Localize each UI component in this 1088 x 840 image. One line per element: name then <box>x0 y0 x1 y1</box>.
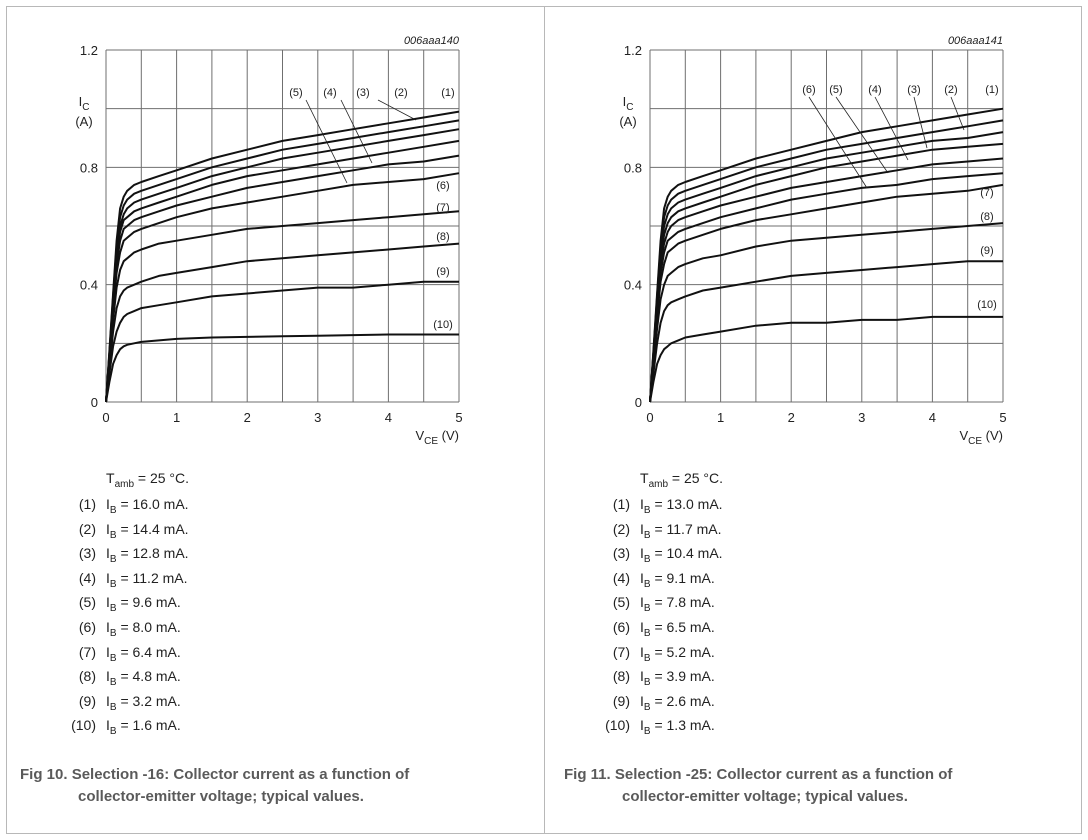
legend-list: (1) IB = 16.0 mA. (2) IB = 14.4 mA. (3) IB … <box>71 496 189 742</box>
series-line-5 <box>649 157 1004 403</box>
legend-item: (10) IB = 1.6 mA. <box>71 717 181 738</box>
series-line-8 <box>105 242 460 403</box>
leader-line <box>808 96 868 189</box>
x-tick-label: 1 <box>717 410 724 425</box>
curve-label: (6) <box>802 84 815 96</box>
legend-item: (4) IB = 11.2 mA. <box>78 569 188 590</box>
curve-label: (3) <box>907 84 920 96</box>
legend-item: (6) IB = 6.5 mA. <box>612 618 715 639</box>
curve-label: (3) <box>356 87 369 99</box>
y-axis-unit: (A) <box>619 114 636 129</box>
figure-caption: Fig 11. Selection -25: Collector current… <box>564 766 953 805</box>
curve-label: (4) <box>323 87 336 99</box>
curve-label: (10) <box>433 319 453 331</box>
legend-item: (1) IB = 16.0 mA. <box>78 496 189 516</box>
curve-label: (8) <box>980 211 993 223</box>
x-tick-label: 3 <box>858 410 865 425</box>
x-tick-label: 0 <box>646 410 653 425</box>
leader-line <box>340 99 373 164</box>
curve-label: (10) <box>977 299 997 311</box>
curve-label: (6) <box>436 180 449 192</box>
y-tick-label: 0.4 <box>80 278 98 293</box>
ambient-condition: Tamb = 25 °C. <box>106 470 190 490</box>
legend-item: (3) IB = 10.4 mA. <box>612 545 723 565</box>
y-tick-label: 0 <box>91 395 98 410</box>
curve-label: (9) <box>436 266 449 278</box>
x-tick-label: 1 <box>173 410 180 425</box>
legend-list: (1) IB = 13.0 mA. (2) IB = 11.7 mA. (3) IB … <box>605 496 723 742</box>
series-line-8 <box>649 222 1004 403</box>
figure-panel-10: 0 1 2 3 4 5 0 0.4 0.8 1.2 006aaa140 IC (A) VCE (V) (1)… <box>20 35 463 805</box>
figure-caption: Fig 10. Selection -16: Collector current… <box>20 766 410 805</box>
legend-item: (2) IB = 14.4 mA. <box>78 520 189 541</box>
x-tick-label: 2 <box>788 410 795 425</box>
x-tick-label: 3 <box>314 410 321 425</box>
leader-line <box>950 96 965 131</box>
y-tick-label: 1.2 <box>624 43 642 58</box>
series-line-6 <box>649 172 1004 403</box>
x-axis-label: VCE (V) <box>959 428 1003 447</box>
y-axis-unit: (A) <box>75 114 92 129</box>
y-tick-label: 0.8 <box>624 160 642 175</box>
legend-item: (4) IB = 9.1 mA. <box>612 569 715 590</box>
figure-code: 006aaa141 <box>948 35 1003 47</box>
series-line-9 <box>649 260 1003 403</box>
legend-item: (5) IB = 7.8 mA. <box>612 594 715 615</box>
legend-item: (7) IB = 6.4 mA. <box>78 643 181 664</box>
y-tick-label: 1.2 <box>80 43 98 58</box>
legend-item: (3) IB = 12.8 mA. <box>78 545 189 565</box>
legend-item: (8) IB = 3.9 mA. <box>612 668 715 688</box>
series-line-6 <box>105 172 460 403</box>
figure-panel-11: 0 1 2 3 4 5 0 0.4 0.8 1.2 006aaa141 IC (A) VCE (V) (1)… <box>544 0 1088 840</box>
x-tick-label: 4 <box>929 410 936 425</box>
chart-fig-11: 0 1 2 3 4 5 0 0.4 0.8 1.2 006aaa141 IC(A) VCE (V) (1)… <box>619 35 1006 447</box>
x-tick-label: 5 <box>999 410 1006 425</box>
legend-item: (9) IB = 2.6 mA. <box>612 692 715 713</box>
legend-item: (10) IB = 1.3 mA. <box>605 717 715 738</box>
leader-line <box>377 99 417 121</box>
y-axis-label: IC <box>623 94 634 113</box>
y-tick-label: 0.8 <box>80 160 98 175</box>
legend-item: (8) IB = 4.8 mA. <box>78 668 181 688</box>
curve-label: (9) <box>980 245 993 257</box>
curve-label: (1) <box>985 84 998 96</box>
panel-divider <box>544 6 545 834</box>
curve-label: (7) <box>980 187 993 199</box>
leader-line <box>913 96 928 149</box>
curve-label: (4) <box>868 84 881 96</box>
legend-item: (6) IB = 8.0 mA. <box>78 618 181 639</box>
curve-label: (7) <box>436 202 449 214</box>
x-axis-label: VCE (V) <box>415 428 459 447</box>
series-line-10 <box>105 333 459 403</box>
x-tick-label: 5 <box>455 410 462 425</box>
curve-label: (5) <box>829 84 842 96</box>
leader-line <box>305 99 348 184</box>
curve-label: (1) <box>441 87 454 99</box>
y-tick-label: 0 <box>635 395 642 410</box>
legend-item: (7) IB = 5.2 mA. <box>612 643 715 664</box>
x-tick-label: 2 <box>244 410 251 425</box>
series-line-9 <box>105 280 459 403</box>
leader-line <box>835 96 889 174</box>
y-tick-label: 0.4 <box>624 278 642 293</box>
legend-item: (5) IB = 9.6 mA. <box>78 594 181 615</box>
ambient-condition: Tamb = 25 °C. <box>640 470 724 490</box>
chart-fig-10: 0 1 2 3 4 5 0 0.4 0.8 1.2 006aaa140 IC(A) VCE (V) (1)… <box>75 35 462 447</box>
series-line-10 <box>649 315 1003 403</box>
curve-label: (2) <box>394 87 407 99</box>
leader-line <box>874 96 909 161</box>
figure-code: 006aaa140 <box>404 35 460 47</box>
curve-label: (5) <box>289 87 302 99</box>
legend-item: (9) IB = 3.2 mA. <box>78 692 181 713</box>
legend-item: (1) IB = 13.0 mA. <box>612 496 723 516</box>
curve-label: (2) <box>944 84 957 96</box>
legend-item: (2) IB = 11.7 mA. <box>612 520 722 541</box>
curve-label: (8) <box>436 231 449 243</box>
series-line-5 <box>105 154 460 403</box>
x-tick-label: 0 <box>102 410 109 425</box>
y-axis-label: IC <box>79 94 90 113</box>
series-line-7 <box>105 210 460 403</box>
x-tick-label: 4 <box>385 410 392 425</box>
series-line-7 <box>649 183 1004 403</box>
